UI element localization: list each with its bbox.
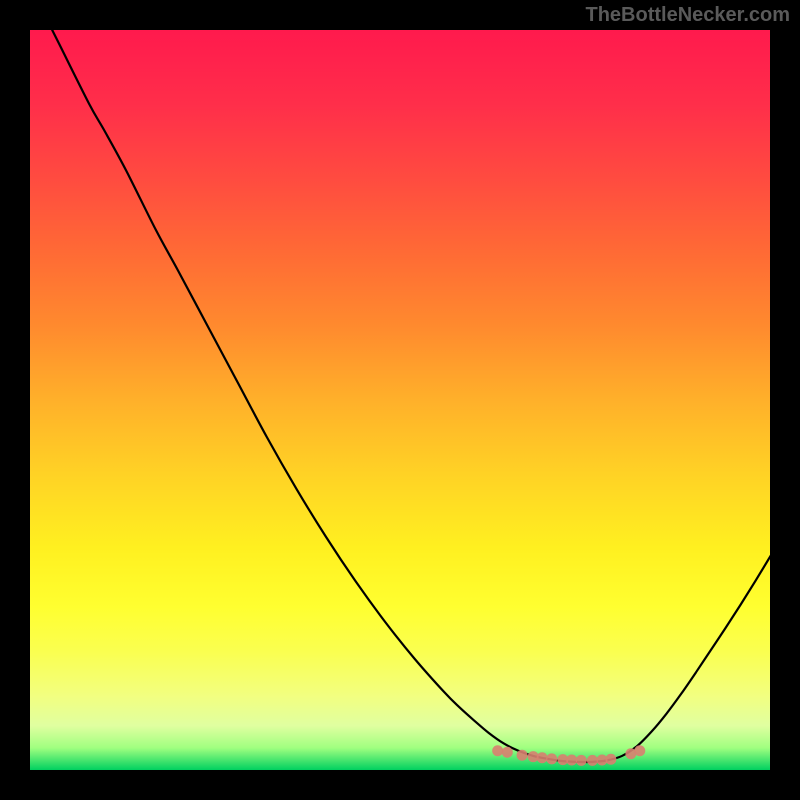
gradient-background bbox=[30, 30, 770, 770]
optimum-dot bbox=[566, 755, 577, 766]
optimum-dot bbox=[634, 745, 645, 756]
optimum-dot bbox=[605, 754, 616, 765]
watermark-text: TheBottleNecker.com bbox=[585, 4, 790, 27]
chart-container: TheBottleNecker.com bbox=[0, 0, 800, 800]
optimum-dot bbox=[576, 755, 587, 766]
optimum-dot bbox=[492, 745, 503, 756]
chart-svg bbox=[30, 30, 770, 770]
optimum-dot bbox=[502, 747, 513, 758]
optimum-dot bbox=[517, 750, 528, 761]
plot-area bbox=[30, 30, 770, 770]
optimum-dot bbox=[537, 752, 548, 763]
optimum-dot bbox=[546, 753, 557, 764]
optimum-dot bbox=[587, 755, 598, 766]
